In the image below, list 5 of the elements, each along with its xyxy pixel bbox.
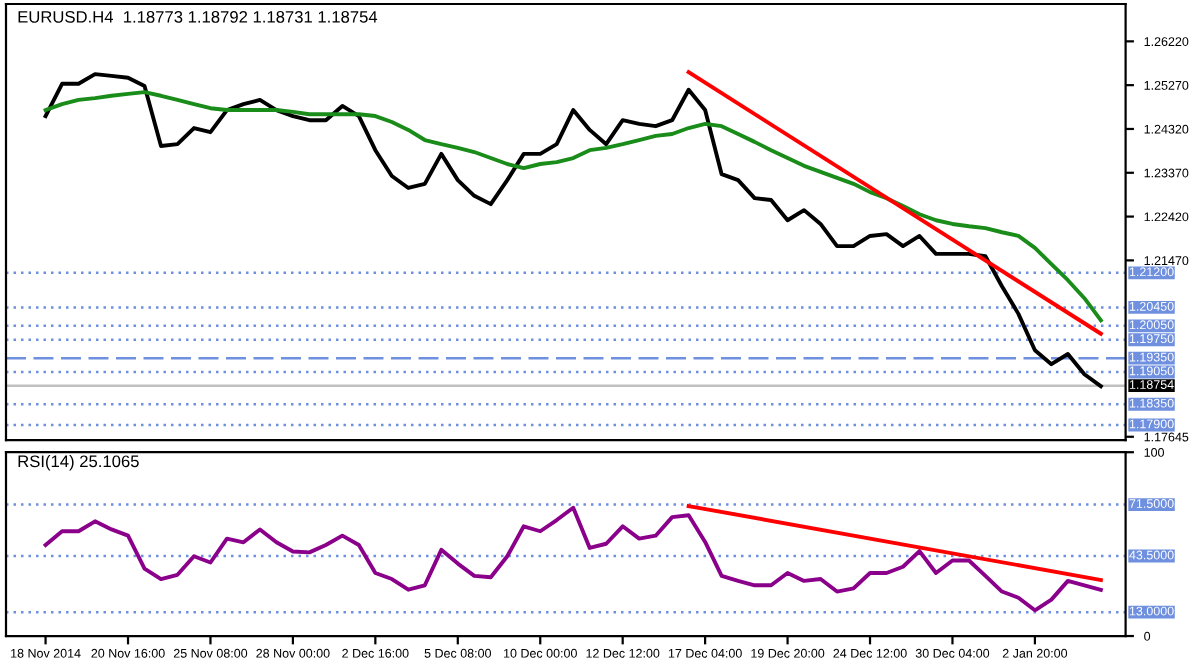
line-series <box>43 72 1103 389</box>
line-series <box>43 90 1103 323</box>
line-series <box>43 505 1103 613</box>
chart-title: EURUSD.H4 1.18773 1.18792 1.18731 1.18754 <box>18 10 378 23</box>
chart-title: RSI(14) 25.1065 <box>18 454 139 471</box>
